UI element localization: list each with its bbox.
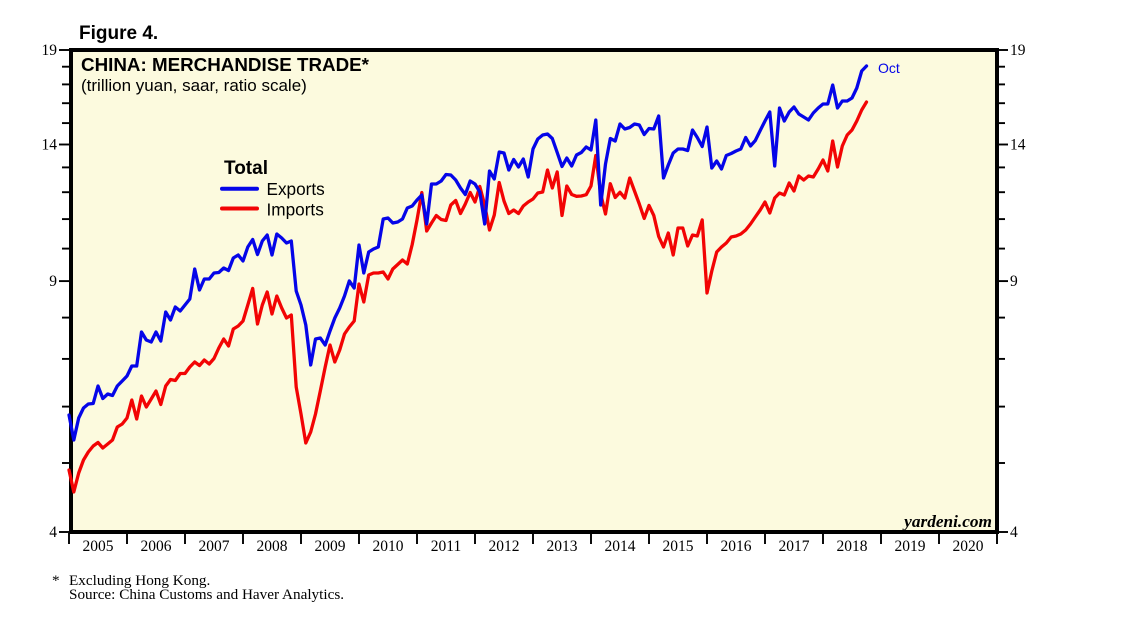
svg-text:2019: 2019 <box>895 538 926 555</box>
svg-text:19: 19 <box>1010 42 1026 59</box>
svg-text:2017: 2017 <box>779 538 810 555</box>
svg-text:4: 4 <box>49 524 57 541</box>
svg-text:Imports: Imports <box>267 199 324 219</box>
svg-text:2010: 2010 <box>373 538 404 555</box>
svg-text:(trillion yuan, saar, ratio sc: (trillion yuan, saar, ratio scale) <box>81 76 307 95</box>
svg-text:9: 9 <box>49 273 57 290</box>
svg-text:Excluding Hong Kong.: Excluding Hong Kong. <box>69 572 210 589</box>
svg-text:Exports: Exports <box>267 179 325 199</box>
svg-text:2018: 2018 <box>837 538 868 555</box>
svg-text:14: 14 <box>1010 137 1026 154</box>
svg-text:2008: 2008 <box>257 538 288 555</box>
svg-text:2020: 2020 <box>953 538 984 555</box>
svg-text:2007: 2007 <box>199 538 230 555</box>
svg-text:Figure 4.: Figure 4. <box>79 23 158 44</box>
svg-text:14: 14 <box>42 137 58 154</box>
svg-text:yardeni.com: yardeni.com <box>902 512 992 531</box>
svg-text:2011: 2011 <box>431 538 461 555</box>
svg-text:2013: 2013 <box>547 538 578 555</box>
svg-text:2006: 2006 <box>141 538 172 555</box>
svg-text:9: 9 <box>1010 273 1018 290</box>
svg-text:Source: China Customs and Have: Source: China Customs and Haver Analytic… <box>69 586 344 603</box>
svg-text:2016: 2016 <box>721 538 752 555</box>
svg-text:CHINA: MERCHANDISE TRADE*: CHINA: MERCHANDISE TRADE* <box>81 54 370 75</box>
svg-text:2009: 2009 <box>315 538 346 555</box>
svg-text:*: * <box>52 572 60 589</box>
svg-text:19: 19 <box>42 42 58 59</box>
svg-text:Total: Total <box>224 158 268 179</box>
svg-text:2014: 2014 <box>605 538 636 555</box>
svg-text:2012: 2012 <box>489 538 520 555</box>
svg-text:2005: 2005 <box>83 538 114 555</box>
svg-text:4: 4 <box>1010 524 1018 541</box>
svg-text:Oct: Oct <box>878 60 900 76</box>
svg-text:2015: 2015 <box>663 538 694 555</box>
